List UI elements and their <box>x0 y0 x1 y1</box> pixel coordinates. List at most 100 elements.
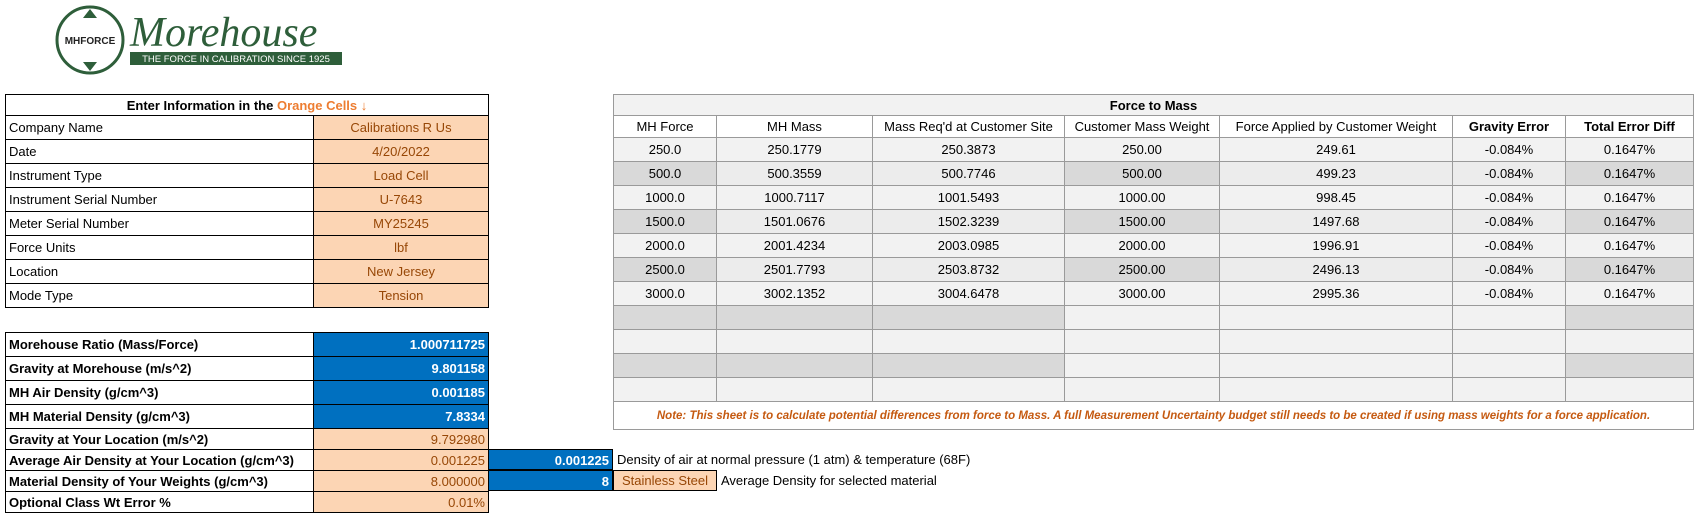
data-cell: 3000.00 <box>1064 281 1220 306</box>
row-value[interactable]: 0.01% <box>313 491 489 513</box>
air-density-note: Density of air at normal pressure (1 atm… <box>617 452 971 467</box>
row-value: 7.8334 <box>313 404 489 429</box>
row-value: 0.001185 <box>313 380 489 405</box>
note-row: Note: This sheet is to calculate potenti… <box>612 401 1695 430</box>
data-cell: 1497.68 <box>1219 209 1453 234</box>
empty-cell <box>872 353 1065 378</box>
row-value[interactable]: 9.792980 <box>313 428 489 450</box>
row-value[interactable]: Calibrations R Us <box>313 115 489 140</box>
row-value[interactable]: U-7643 <box>313 187 489 212</box>
data-cell: 2503.8732 <box>872 257 1065 282</box>
constants-table: Morehouse Ratio (Mass/Force) 1.000711725 G… <box>5 332 489 513</box>
data-cell: 2000.00 <box>1064 233 1220 258</box>
data-cell: 1500.00 <box>1064 209 1220 234</box>
column-header: Mass Req'd at Customer Site <box>872 115 1065 138</box>
empty-cell <box>1564 329 1695 354</box>
title-text: Enter Information in the <box>126 97 277 113</box>
data-cell: 500.7746 <box>872 161 1065 186</box>
row-value[interactable]: 4/20/2022 <box>313 139 489 164</box>
row: Morehouse Ratio (Mass/Force) 1.000711725 <box>5 332 489 357</box>
empty-cell <box>613 353 717 378</box>
empty-cell <box>872 305 1065 330</box>
data-cell: 0.1647% <box>1564 185 1695 210</box>
row-value[interactable]: 0.001225 <box>313 449 489 471</box>
data-cell: 250.00 <box>1064 137 1220 162</box>
empty-cell <box>1452 329 1566 354</box>
empty-cell <box>716 377 873 402</box>
row-label: Instrument Serial Number <box>5 187 314 212</box>
logo-ring <box>55 5 125 75</box>
empty-cell <box>716 305 873 330</box>
table-title: Force to Mass <box>612 94 1695 116</box>
row-label: Instrument Type <box>5 163 314 188</box>
empty-row <box>613 305 1695 330</box>
empty-cell <box>1452 305 1566 330</box>
data-cell: 2000.0 <box>613 233 717 258</box>
data-cell: 1996.91 <box>1219 233 1453 258</box>
data-cell: 3000.0 <box>613 281 717 306</box>
row-value: 9.801158 <box>313 356 489 381</box>
row: Date 4/20/2022 <box>5 139 489 164</box>
data-cell: 0.1647% <box>1564 281 1695 306</box>
data-cell: -0.084% <box>1452 137 1566 162</box>
data-row: 1500.0 1501.0676 1502.3239 1500.00 1497.68 -0… <box>613 209 1695 234</box>
row-label: Average Air Density at Your Location (g/… <box>5 449 314 471</box>
row-label: Force Units <box>5 235 314 260</box>
empty-cell <box>1219 377 1453 402</box>
logo-badge: MHFORCE <box>65 36 116 47</box>
data-cell: 250.3873 <box>872 137 1065 162</box>
empty-row <box>613 353 1695 378</box>
data-cell: 249.61 <box>1219 137 1453 162</box>
data-cell: 2995.36 <box>1219 281 1453 306</box>
title-highlight: Orange Cells <box>276 97 358 113</box>
row-label: Material Density of Your Weights (g/cm^3… <box>5 470 314 492</box>
logo-tagline: THE FORCE IN CALIBRATION SINCE 1925 <box>142 54 330 65</box>
row-value[interactable]: Tension <box>313 283 489 308</box>
data-row: 2500.0 2501.7793 2503.8732 2500.00 2496.13 -0… <box>613 257 1695 282</box>
row: Force Units lbf <box>5 235 489 260</box>
data-cell: -0.084% <box>1452 257 1566 282</box>
data-cell: 2001.4234 <box>716 233 873 258</box>
row-label: Optional Class Wt Error % <box>5 491 314 513</box>
material-note: Average Density for selected material <box>721 473 937 488</box>
row-label: MH Air Density (g/cm^3) <box>5 380 314 405</box>
row: Gravity at Your Location (m/s^2) 9.792980 <box>5 428 489 450</box>
data-cell: 2500.00 <box>1064 257 1220 282</box>
row-value[interactable]: New Jersey <box>313 259 489 284</box>
data-cell: 250.1779 <box>716 137 873 162</box>
material-density-cell: 8 <box>488 470 613 491</box>
input-title: Enter Information in the Orange Cells ↓ <box>5 94 489 116</box>
data-cell: 0.1647% <box>1564 209 1695 234</box>
title-arrow: ↓ <box>360 97 368 113</box>
data-cell: 0.1647% <box>1564 137 1695 162</box>
data-row: 2000.0 2001.4234 2003.0985 2000.00 1996.91 -0… <box>613 233 1695 258</box>
empty-cell <box>1219 305 1453 330</box>
data-cell: 2500.0 <box>613 257 717 282</box>
header-row: MH Force MH Mass Mass Req'd at Customer Si… <box>613 115 1695 138</box>
row-label: Morehouse Ratio (Mass/Force) <box>5 332 314 357</box>
empty-cell <box>1452 353 1566 378</box>
data-cell: 500.3559 <box>716 161 873 186</box>
data-cell: -0.084% <box>1452 209 1566 234</box>
material-cell[interactable]: Stainless Steel <box>613 470 717 491</box>
empty-cell <box>1564 353 1695 378</box>
row-value[interactable]: 8.000000 <box>313 470 489 492</box>
empty-cell <box>1064 305 1220 330</box>
row-label: Meter Serial Number <box>5 211 314 236</box>
row-label: Gravity at Your Location (m/s^2) <box>5 428 314 450</box>
data-cell: 0.1647% <box>1564 233 1695 258</box>
column-header: MH Mass <box>716 115 873 138</box>
row-value[interactable]: MY25245 <box>313 211 489 236</box>
row: Material Density of Your Weights (g/cm^3… <box>5 470 489 492</box>
row-value: 1.000711725 <box>313 332 489 357</box>
row: Meter Serial Number MY25245 <box>5 211 489 236</box>
row-value[interactable]: Load Cell <box>313 163 489 188</box>
data-cell: 998.45 <box>1219 185 1453 210</box>
logo: MHFORCE Morehouse THE FORCE IN CALIBRATI… <box>55 5 342 75</box>
column-header: Total Error Diff <box>1564 115 1695 138</box>
row-value[interactable]: lbf <box>313 235 489 260</box>
row: Gravity at Morehouse (m/s^2) 9.801158 <box>5 356 489 381</box>
data-cell: -0.084% <box>1452 185 1566 210</box>
row: Instrument Type Load Cell <box>5 163 489 188</box>
